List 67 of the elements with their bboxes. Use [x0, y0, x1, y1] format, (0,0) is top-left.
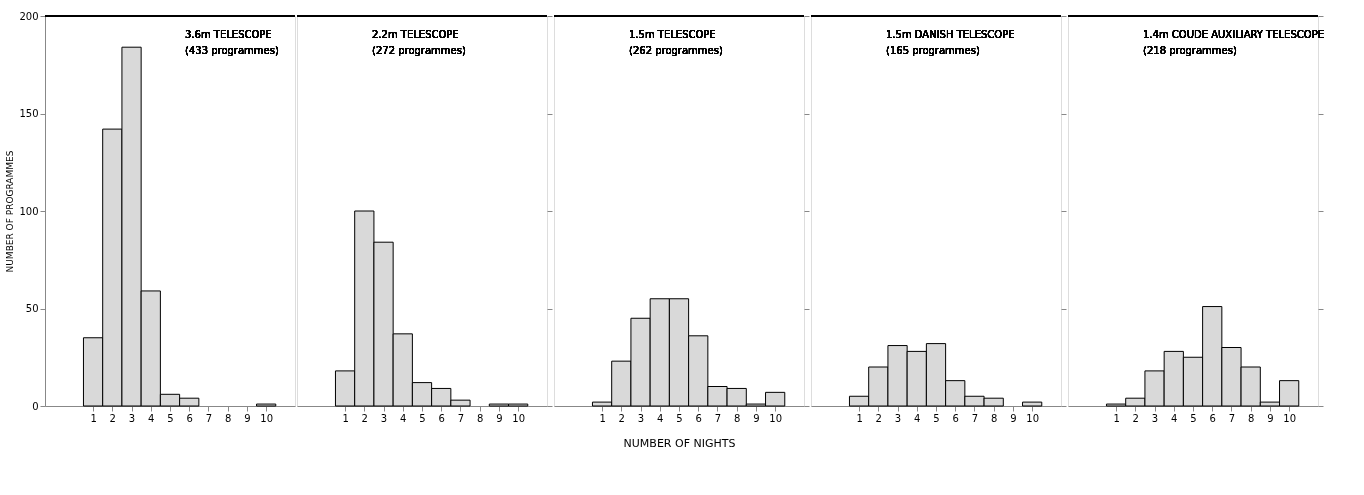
x-tick-label: 5 — [933, 412, 940, 424]
x-tick-label: 1 — [1113, 412, 1120, 424]
x-tick-label: 4 — [1171, 412, 1178, 424]
x-tick-label: 4 — [148, 412, 155, 424]
y-axis-title: NUMBER OF PROGRAMMES — [5, 150, 16, 273]
text: (165 programmes) — [886, 45, 980, 56]
x-tick-label: 6 — [952, 412, 959, 424]
x-tick-label: 10 — [1283, 412, 1297, 424]
x-tick-label: 9 — [1010, 412, 1017, 424]
y-tick-label: 0 — [32, 400, 39, 412]
text: 3.6m TELESCOPE — [185, 29, 272, 40]
x-tick-label: 7 — [205, 412, 213, 424]
x-tick-label: 9 — [753, 412, 760, 424]
x-tick-label: 3 — [637, 412, 645, 424]
x-tick-label: 3 — [1151, 412, 1159, 424]
x-tick-label: 8 — [477, 412, 484, 424]
x-tick-label: 6 — [438, 412, 445, 424]
text: (262 programmes) — [629, 45, 723, 56]
y-tick-label: 100 — [19, 205, 39, 217]
x-tick-label: 5 — [1190, 412, 1197, 424]
x-tick-label: 7 — [714, 412, 722, 424]
x-tick-label: 4 — [657, 412, 664, 424]
x-tick-label: 3 — [128, 412, 136, 424]
x-tick-label: 1 — [856, 412, 863, 424]
x-tick-label: 1 — [90, 412, 97, 424]
x-tick-label: 9 — [1267, 412, 1274, 424]
x-tick-label: 3 — [894, 412, 902, 424]
text: 1.5m DANISH TELESCOPE — [886, 29, 1015, 40]
text: 2.2m TELESCOPE — [372, 29, 459, 40]
x-tick-label: 7 — [971, 412, 979, 424]
x-tick-label: 8 — [991, 412, 998, 424]
x-tick-label: 8 — [225, 412, 232, 424]
text: (433 programmes) — [185, 45, 279, 56]
text: 1.4m COUDE AUXILIARY TELESCOPE — [1143, 29, 1324, 40]
x-tick-label: 2 — [361, 412, 368, 424]
text: (218 programmes) — [1143, 45, 1237, 56]
x-tick-label: 5 — [419, 412, 426, 424]
y-tick-label: 200 — [19, 10, 39, 22]
x-tick-label: 3 — [380, 412, 388, 424]
x-tick-label: 7 — [457, 412, 465, 424]
x-tick-label: 9 — [496, 412, 503, 424]
x-tick-label: 2 — [618, 412, 625, 424]
x-tick-label: 1 — [342, 412, 349, 424]
x-tick-label: 4 — [914, 412, 921, 424]
text: 1.5m TELESCOPE — [629, 29, 716, 40]
x-tick-label: 9 — [244, 412, 251, 424]
x-tick-label: 10 — [769, 412, 783, 424]
x-tick-label: 2 — [1132, 412, 1139, 424]
x-axis-title: NUMBER OF NIGHTS — [623, 436, 736, 450]
y-tick-label: 150 — [19, 108, 39, 119]
x-tick-label: 6 — [1209, 412, 1216, 424]
x-tick-label: 10 — [512, 412, 526, 424]
x-tick-label: 1 — [599, 412, 606, 424]
x-tick-label: 6 — [186, 412, 193, 424]
x-tick-label: 8 — [1248, 412, 1255, 424]
x-tick-label: 4 — [400, 412, 407, 424]
x-tick-label: 10 — [260, 412, 274, 424]
x-tick-label: 2 — [109, 412, 116, 424]
x-tick-label: 8 — [734, 412, 741, 424]
x-tick-label: 2 — [875, 412, 882, 424]
text: (272 programmes) — [372, 45, 466, 56]
x-tick-label: 5 — [676, 412, 683, 424]
x-tick-label: 10 — [1026, 412, 1040, 424]
x-tick-label: 7 — [1228, 412, 1236, 424]
y-tick-label: 50 — [25, 303, 39, 314]
x-tick-label: 6 — [695, 412, 702, 424]
x-tick-label: 5 — [167, 412, 174, 424]
